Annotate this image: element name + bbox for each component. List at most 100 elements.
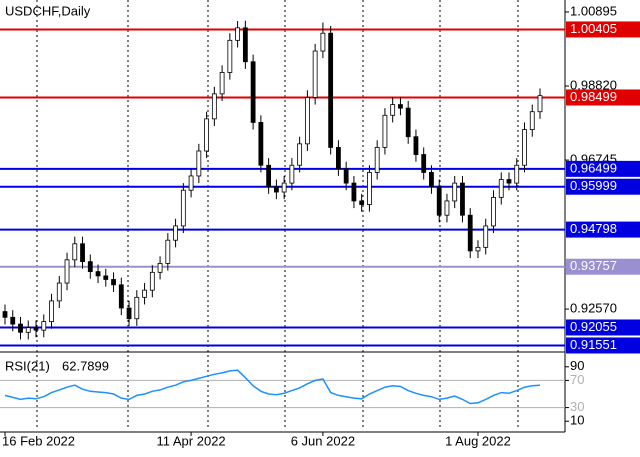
candle-body [250, 61, 256, 123]
candle-body [436, 186, 442, 216]
level-label-box [566, 319, 640, 336]
y-tick-label: 1.00895 [570, 3, 617, 18]
candle-body [297, 143, 303, 166]
level-label: 1.00405 [570, 21, 617, 36]
candle-body [56, 282, 62, 302]
candle-body [336, 147, 341, 170]
candle-body [475, 246, 481, 252]
candle-body [390, 104, 396, 116]
y-tick-label: 10 [570, 413, 584, 428]
x-tick-label: 16 Feb 2022 [2, 433, 75, 448]
level-label-box [566, 89, 640, 106]
level-label-box [566, 337, 640, 354]
candle-body [460, 182, 465, 216]
candle-body [273, 186, 279, 193]
indicator-name: RSI(21) [5, 358, 50, 373]
level-label-box [566, 221, 640, 238]
rsi-line [4, 369, 541, 405]
chart-title: USDCHF,Daily [5, 3, 91, 18]
candle-body [514, 164, 520, 184]
y-tick-label: 70 [570, 372, 584, 387]
candle-body [142, 289, 147, 298]
candle-body [64, 259, 70, 284]
candle-body [444, 200, 450, 216]
candle-body [421, 154, 427, 173]
candle-body [312, 50, 318, 98]
candle-body [80, 243, 85, 263]
candle-body [49, 300, 54, 322]
level-label: 0.92055 [570, 319, 617, 334]
candle-body [491, 196, 496, 227]
y-tick-label: 30 [570, 399, 584, 414]
candle-body [382, 114, 388, 148]
level-label: 0.96499 [570, 160, 617, 175]
candle-body [204, 118, 209, 152]
candle-body [328, 32, 334, 148]
candle-body [413, 136, 419, 155]
level-label: 0.93757 [570, 258, 617, 273]
candle-body [103, 275, 109, 280]
candle-body [118, 284, 124, 309]
candle-body [2, 311, 8, 318]
candle-body [429, 171, 434, 188]
candle-body [87, 261, 93, 273]
candle-body [111, 279, 116, 286]
level-label: 0.98499 [570, 89, 617, 104]
candle-body [498, 179, 504, 198]
level-label-box [566, 160, 640, 177]
x-tick-label: 6 Jun 2022 [291, 433, 355, 448]
candle-body [537, 95, 543, 113]
y-tick-label: 90 [570, 358, 584, 373]
candle-body [25, 327, 31, 333]
y-tick-label: 0.98820 [570, 77, 617, 92]
level-label: 0.91551 [570, 337, 617, 352]
candle-body [41, 321, 47, 331]
candle-body [126, 307, 132, 320]
candle-body [157, 263, 163, 273]
candle-body [367, 171, 372, 205]
candle-body [242, 27, 248, 63]
level-label-box [566, 178, 640, 195]
candle-body [266, 164, 272, 188]
candle-body [398, 104, 403, 109]
candle-body [304, 97, 310, 145]
candle-body [95, 271, 101, 277]
candle-body [188, 175, 194, 191]
candle-body [10, 316, 16, 325]
candle-body [227, 39, 233, 73]
candle-body [374, 147, 380, 173]
candle-body [343, 168, 349, 184]
x-tick-label: 1 Aug 2022 [445, 433, 511, 448]
x-tick-label: 11 Apr 2022 [157, 433, 226, 448]
candle-body [149, 271, 155, 291]
level-label-box [566, 21, 640, 38]
candle-body [235, 27, 241, 41]
candle-body [351, 182, 357, 202]
candle-body [180, 189, 186, 227]
candle-body [18, 323, 23, 333]
candle-body [258, 122, 264, 166]
candle-body [522, 129, 527, 166]
candle-body [506, 179, 512, 184]
candle-body [452, 182, 458, 202]
candle-body [281, 182, 287, 193]
y-tick-label: 0.92570 [570, 301, 617, 316]
candle-body [196, 150, 202, 177]
indicator-value: 62.7899 [62, 358, 109, 373]
candle-body [529, 111, 535, 130]
candle-body [405, 107, 411, 138]
candle-body [211, 93, 217, 120]
candle-body [33, 327, 39, 331]
candle-body [219, 72, 225, 95]
candle-body [173, 225, 178, 241]
candle-body [72, 243, 78, 261]
candle-body [320, 32, 326, 52]
candle-body [483, 225, 489, 248]
candle-body [134, 296, 140, 320]
candle-body [165, 239, 171, 264]
candle-body [359, 200, 365, 205]
level-label: 0.95999 [570, 178, 617, 193]
candle-body [289, 164, 295, 184]
